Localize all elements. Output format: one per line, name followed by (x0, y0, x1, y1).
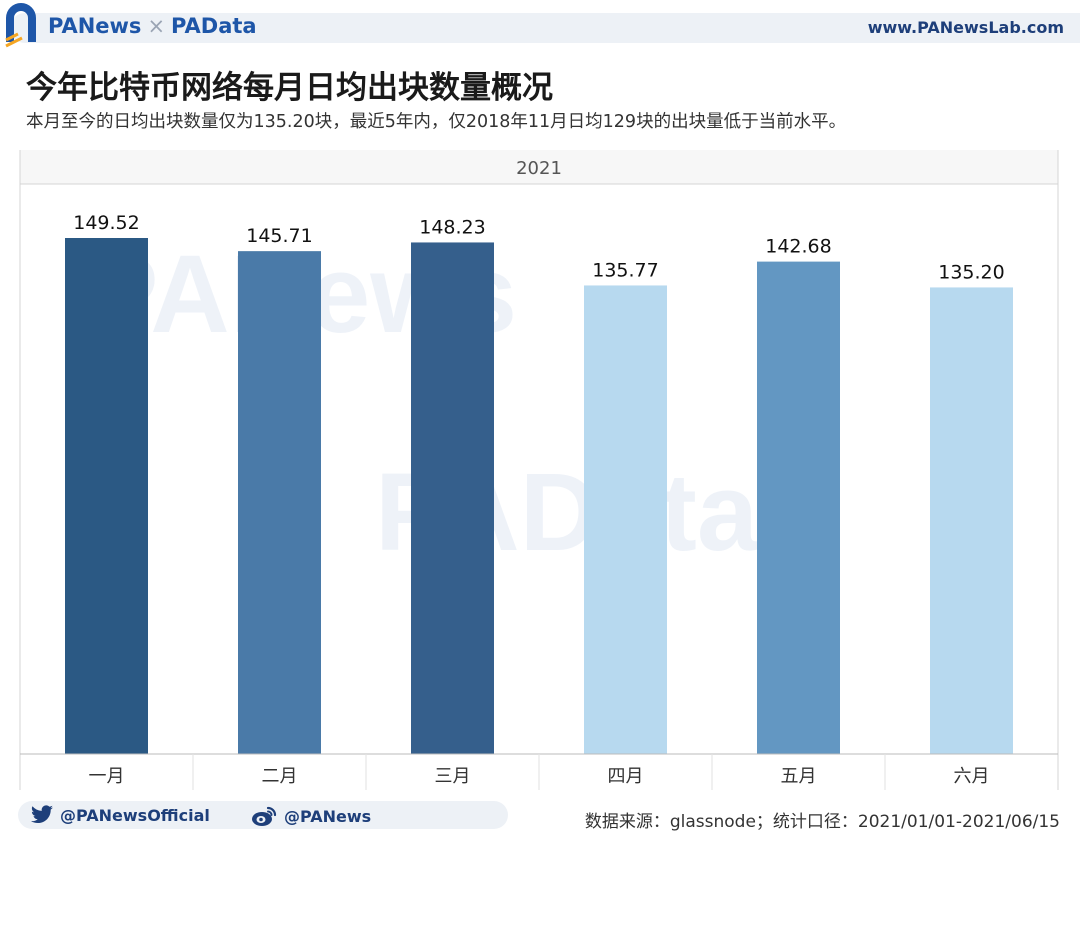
bar-value-label-6: 135.20 (938, 261, 1004, 283)
bar-3 (411, 242, 494, 754)
x-tick-label-1: 一月 (89, 766, 125, 787)
x-tick-label-3: 三月 (435, 766, 471, 787)
weibo-handle-text: @PANews (284, 806, 372, 826)
bars-group: 149.52 145.71 148.23 135.77 142.68 135.20 (65, 212, 1013, 754)
footer: @PANewsOfficial @PANews 数据来源：glassnode；统… (18, 799, 1080, 832)
x-tick-label-4: 四月 (608, 766, 644, 787)
bar-6 (930, 287, 1013, 754)
twitter-handle[interactable]: @PANewsOfficial (30, 805, 210, 825)
bar-value-label-5: 142.68 (765, 236, 831, 258)
x-tick-label-2: 二月 (262, 766, 298, 787)
brand-title: PANews × PAData (48, 14, 257, 38)
weibo-handle[interactable]: @PANews (250, 805, 371, 827)
x-tick-label-6: 六月 (954, 766, 990, 787)
x-axis-labels: 一月 二月 三月 四月 五月 六月 (89, 754, 990, 790)
bar-value-label-4: 135.77 (592, 259, 658, 281)
twitter-bird-icon (31, 805, 53, 824)
data-source: 数据来源：glassnode；统计口径：2021/01/01-2021/06/1… (584, 812, 1060, 832)
brand-padata: PAData (171, 14, 257, 38)
bar-value-label-1: 149.52 (73, 212, 139, 234)
site-url[interactable]: www.PANewsLab.com (867, 18, 1064, 37)
bar-value-label-3: 148.23 (419, 216, 485, 238)
bar-5 (757, 261, 840, 754)
bar-4 (584, 285, 667, 754)
brand-separator: × (147, 14, 166, 38)
panews-logo-icon (5, 3, 36, 48)
brand-panews: PANews (48, 14, 142, 38)
panel-header (20, 150, 1058, 184)
bar-2 (238, 251, 321, 754)
bar-value-label-2: 145.71 (246, 225, 312, 247)
header-pill (10, 13, 1080, 43)
bar-chart: PANews PAData 2021 149.52145.71148.23135… (19, 150, 1059, 790)
chart-title: 今年比特币网络每月日均出块数量概况 (26, 70, 553, 106)
header-bar: PANews × PAData www.PANewsLab.com (0, 0, 1080, 54)
panel-label: 2021 (516, 158, 562, 179)
weibo-icon (252, 806, 277, 826)
chart-subtitle: 本月至今的日均出块数量仅为135.20块，最近5年内，仅2018年11月日均12… (26, 112, 847, 132)
x-tick-label-5: 五月 (781, 766, 817, 787)
bar-1 (65, 238, 148, 754)
twitter-handle-text: @PANewsOfficial (60, 805, 210, 825)
